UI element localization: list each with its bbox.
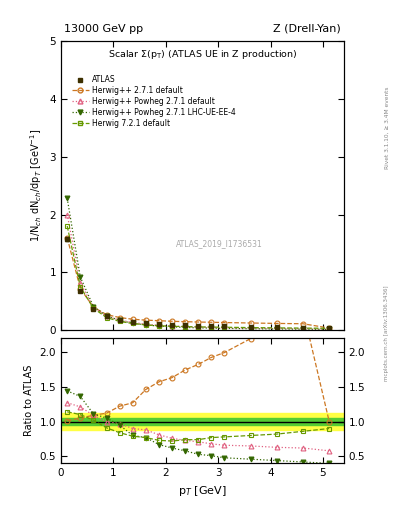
Y-axis label: Ratio to ATLAS: Ratio to ATLAS [24,365,34,436]
Text: 13000 GeV pp: 13000 GeV pp [64,24,143,34]
Bar [61,413,344,430]
X-axis label: p$_T$ [GeV]: p$_T$ [GeV] [178,484,227,498]
Y-axis label: 1/N$_{ch}$ dN$_{ch}$/dp$_T$ [GeV$^{-1}$]: 1/N$_{ch}$ dN$_{ch}$/dp$_T$ [GeV$^{-1}$] [28,129,44,242]
Text: mcplots.cern.ch [arXiv:1306.3436]: mcplots.cern.ch [arXiv:1306.3436] [384,285,389,380]
Text: Rivet 3.1.10, ≥ 3.4M events: Rivet 3.1.10, ≥ 3.4M events [384,87,389,169]
Legend: ATLAS, Herwig++ 2.7.1 default, Herwig++ Powheg 2.7.1 default, Herwig++ Powheg 2.: ATLAS, Herwig++ 2.7.1 default, Herwig++ … [70,74,237,130]
Text: ATLAS_2019_I1736531: ATLAS_2019_I1736531 [176,239,263,248]
Bar [61,418,344,425]
Text: Scalar $\Sigma$(p$_{\rm T}$) (ATLAS UE in Z production): Scalar $\Sigma$(p$_{\rm T}$) (ATLAS UE i… [108,48,297,61]
Text: Z (Drell-Yan): Z (Drell-Yan) [273,24,341,34]
